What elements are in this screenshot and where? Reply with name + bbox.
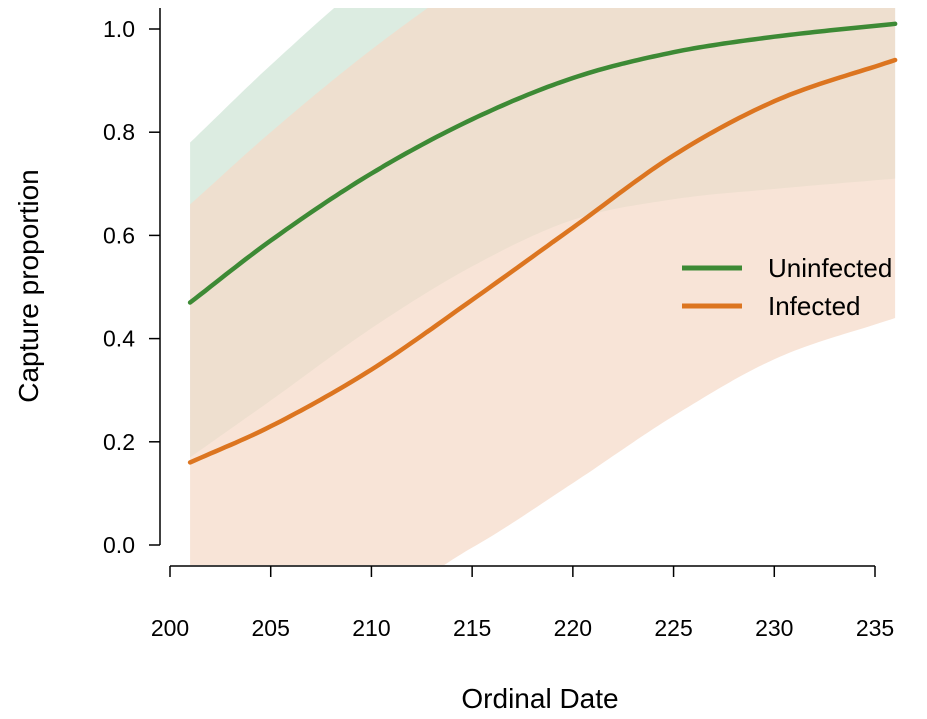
x-tick-label: 235 bbox=[856, 615, 894, 641]
y-tick-label: 0.4 bbox=[103, 326, 135, 352]
confidence-bands bbox=[190, 8, 896, 565]
uninfected-line bbox=[187, 21, 898, 305]
series-lines bbox=[187, 21, 898, 465]
y-tick-label: 0.0 bbox=[103, 532, 135, 558]
x-tick-label: 200 bbox=[151, 615, 189, 641]
x-tick-label: 225 bbox=[654, 615, 692, 641]
x-tick-label: 205 bbox=[252, 615, 290, 641]
x-axis-title: Ordinal Date bbox=[461, 683, 618, 714]
legend-label-uninfected: Uninfected bbox=[768, 253, 892, 283]
legend: Uninfected Infected bbox=[682, 253, 892, 321]
x-tick-label: 230 bbox=[755, 615, 793, 641]
axes: 200 205 210 215 220 225 230 235 0.0 0.2 0.4 0.6 0.8 1… bbox=[103, 8, 894, 641]
y-tick-label: 0.8 bbox=[103, 119, 135, 145]
y-tick-label: 0.2 bbox=[103, 429, 135, 455]
y-axis-title: Capture proportion bbox=[13, 169, 44, 402]
y-tick-label: 1.0 bbox=[103, 16, 135, 42]
legend-label-infected: Infected bbox=[768, 291, 861, 321]
x-tick-label: 210 bbox=[352, 615, 390, 641]
x-tick-label: 215 bbox=[453, 615, 491, 641]
infected-line bbox=[187, 57, 898, 465]
infected-confidence-band bbox=[190, 8, 896, 565]
x-tick-label: 220 bbox=[554, 615, 592, 641]
y-tick-label: 0.6 bbox=[103, 222, 135, 248]
